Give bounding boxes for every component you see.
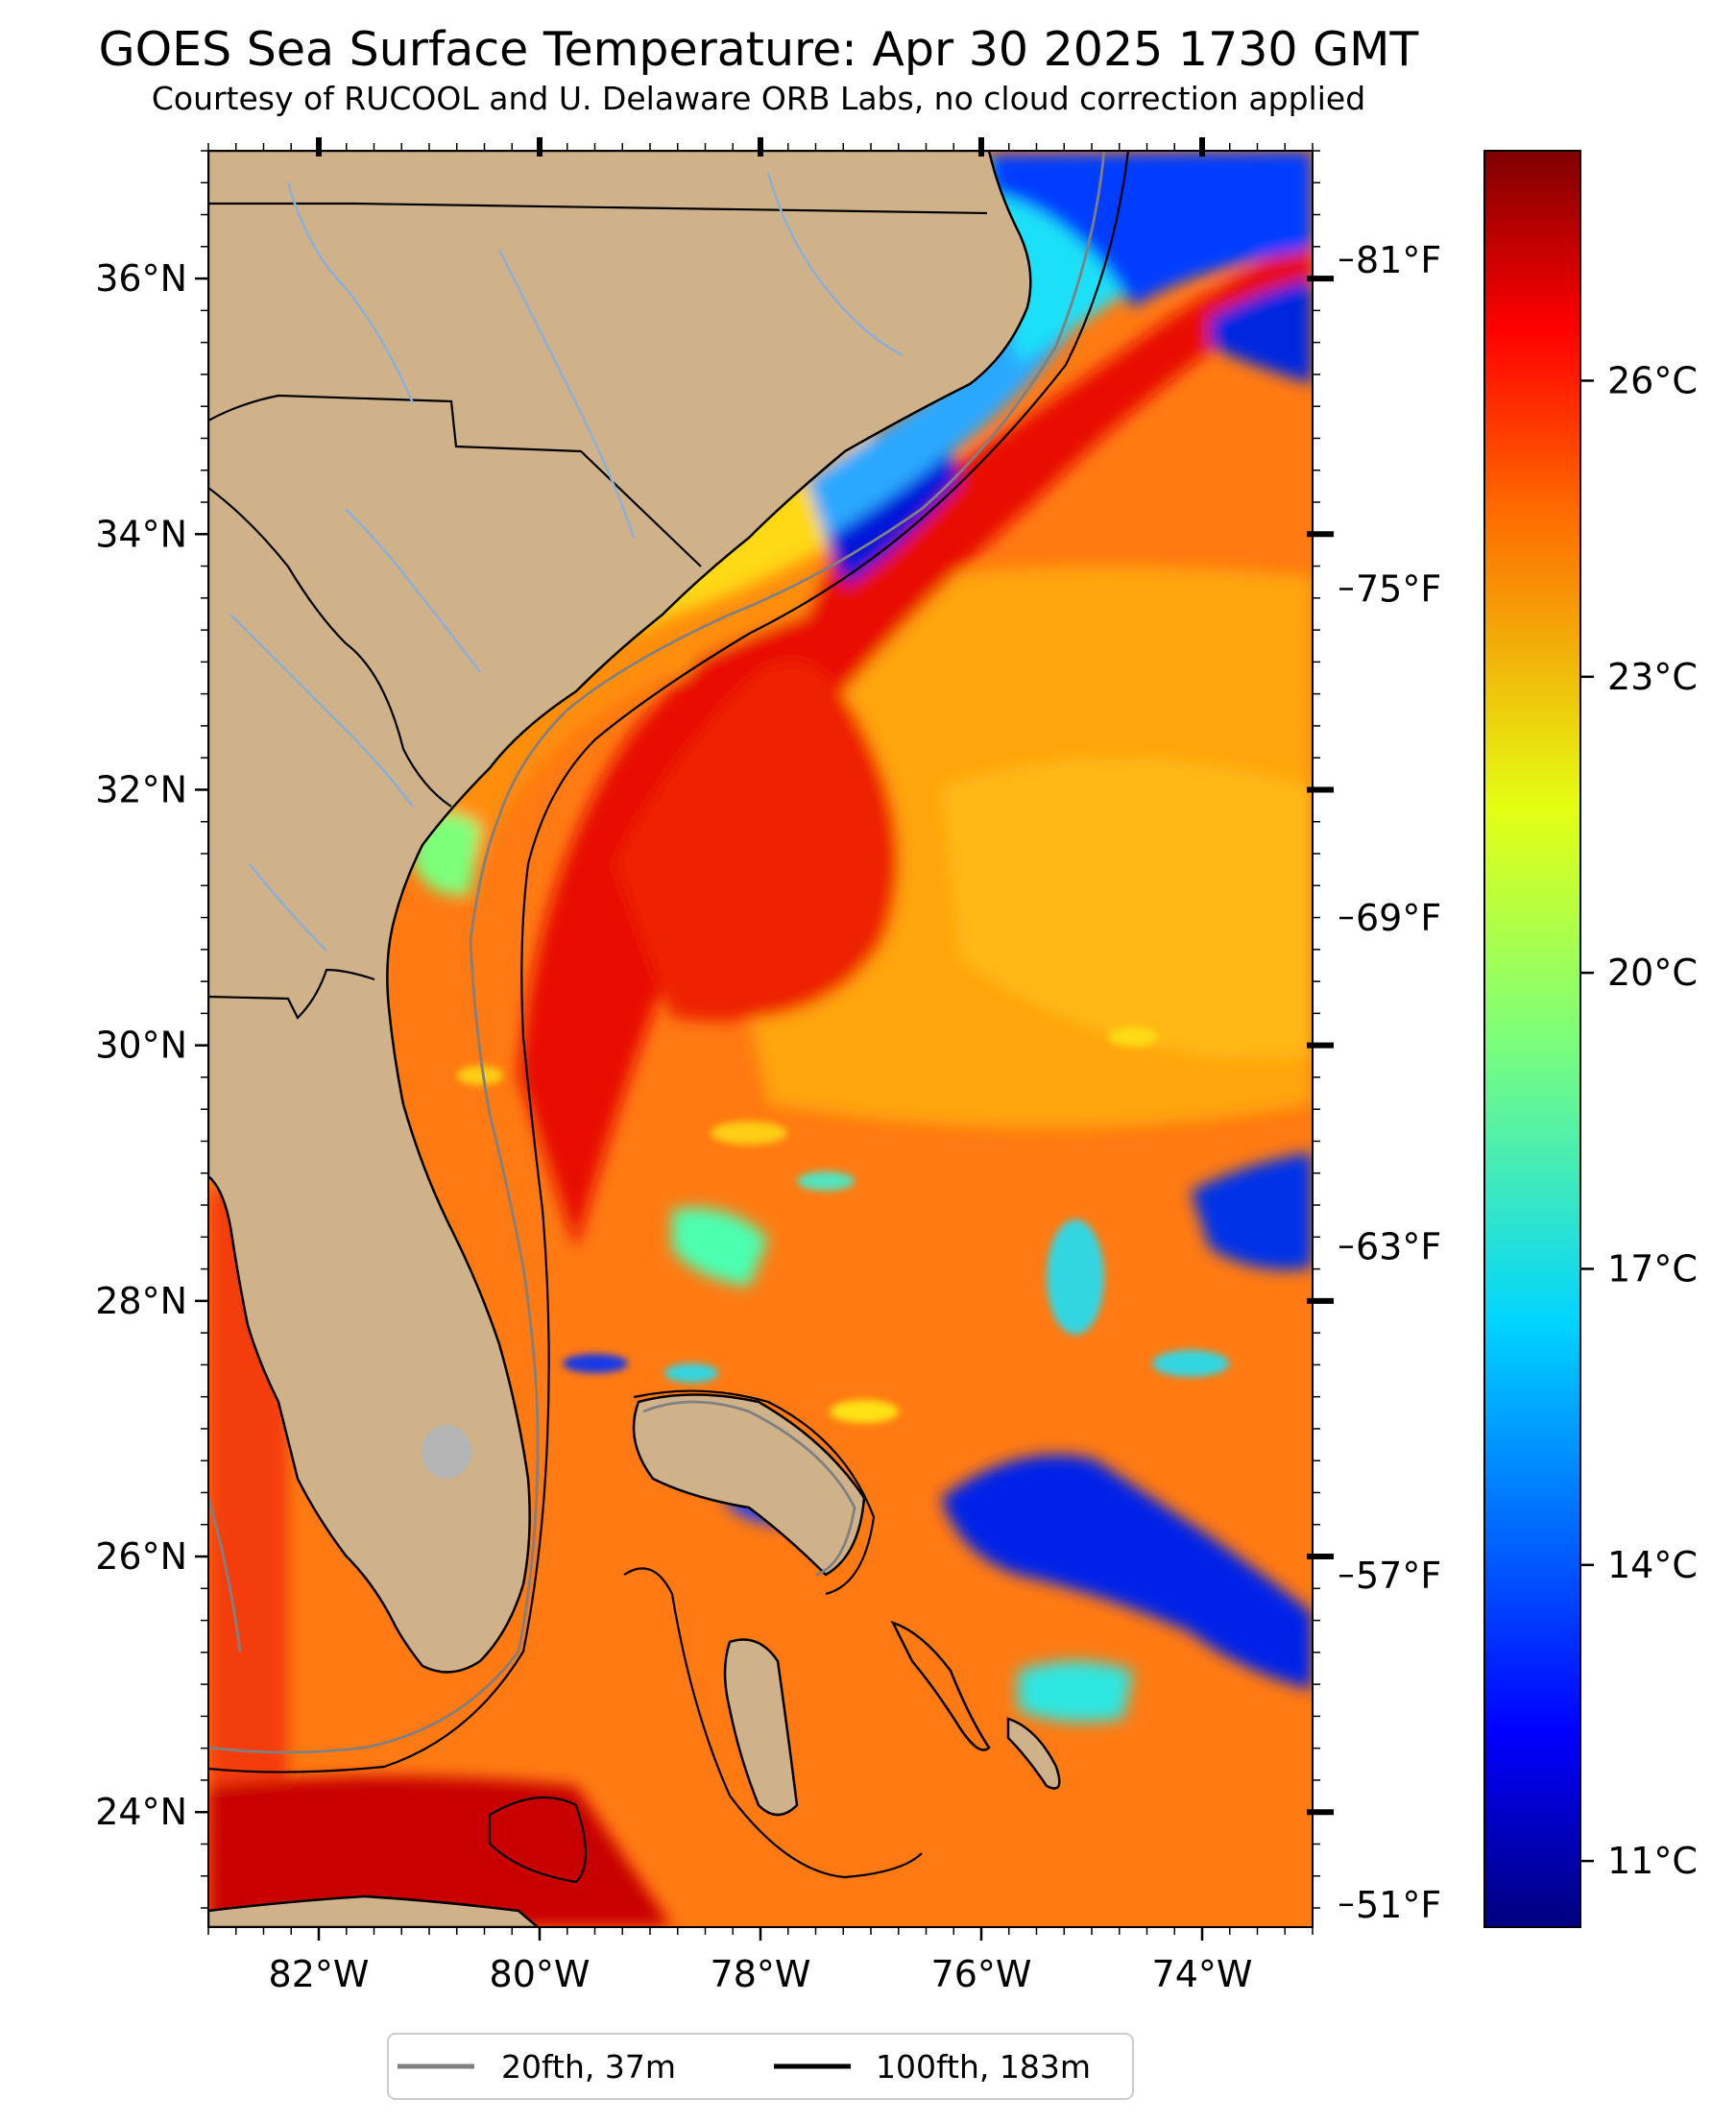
fahrenheit-tick-label: 51°F bbox=[1356, 1884, 1441, 1926]
fahrenheit-tick-label: 75°F bbox=[1356, 567, 1441, 610]
lat-tick-label: 36°N bbox=[95, 257, 187, 300]
isobath-100fth bbox=[208, 151, 1130, 1884]
andros-island bbox=[723, 1638, 799, 1817]
grand-bahama-island bbox=[632, 1393, 866, 1577]
lat-tick-label: 28°N bbox=[95, 1280, 187, 1322]
cuba-coast bbox=[208, 1894, 540, 1927]
legend-box bbox=[387, 2033, 1134, 2100]
colorbar-tick-label: 23°C bbox=[1607, 656, 1698, 698]
map-subtitle: Courtesy of RUCOOL and U. Delaware ORB L… bbox=[152, 80, 1365, 117]
lon-tick-label: 82°W bbox=[269, 1953, 370, 1995]
lat-tick-label: 24°N bbox=[95, 1791, 187, 1833]
lake-okeechobee bbox=[422, 1425, 471, 1479]
colorbar-tick-label: 20°C bbox=[1607, 952, 1698, 994]
isobath-20fth bbox=[208, 151, 1106, 1754]
eleuthera-island bbox=[890, 1620, 991, 1751]
map-title: GOES Sea Surface Temperature: Apr 30 202… bbox=[99, 22, 1420, 77]
legend-label-20fth: 20fth, 37m bbox=[501, 2048, 676, 2086]
longitude-axis: 82°W 80°W 78°W 76°W 74°W bbox=[207, 137, 1314, 1995]
fahrenheit-tick-label: 57°F bbox=[1356, 1555, 1441, 1597]
fahrenheit-axis: 81°F 75°F 69°F 63°F 57°F 51°F bbox=[1339, 239, 1441, 1926]
colorbar-axis: 11°C 14°C 17°C 20°C 23°C 26°C bbox=[1580, 359, 1698, 1882]
colorbar-tick-label: 14°C bbox=[1607, 1544, 1698, 1586]
lat-tick-label: 34°N bbox=[95, 513, 187, 555]
land bbox=[208, 151, 1061, 1927]
colorbar-tick-label: 26°C bbox=[1607, 359, 1698, 401]
lat-tick-label: 32°N bbox=[95, 768, 187, 810]
fahrenheit-tick-label: 81°F bbox=[1356, 239, 1441, 281]
latitude-axis: 24°N 26°N 28°N 30°N 32°N 34°N 36°N bbox=[95, 150, 1334, 1909]
colorbar-tick-label: 11°C bbox=[1607, 1840, 1698, 1882]
fahrenheit-tick-label: 69°F bbox=[1356, 897, 1441, 939]
lon-tick-label: 80°W bbox=[490, 1953, 591, 1995]
legend: 20fth, 37m 100fth, 183m bbox=[387, 2033, 1134, 2100]
lon-tick-label: 78°W bbox=[711, 1953, 811, 1995]
colorbar-tick-label: 17°C bbox=[1607, 1247, 1698, 1290]
colorbar: 11°C 14°C 17°C 20°C 23°C 26°C bbox=[1483, 150, 1698, 1928]
state-borders bbox=[208, 202, 988, 1020]
long-island bbox=[1006, 1717, 1061, 1790]
sst-map bbox=[208, 151, 1313, 1927]
rivers bbox=[229, 172, 904, 952]
legend-label-100fth: 100fth, 183m bbox=[876, 2048, 1091, 2086]
lon-tick-label: 74°W bbox=[1152, 1953, 1253, 1995]
lon-tick-label: 76°W bbox=[931, 1953, 1032, 1995]
lat-tick-label: 30°N bbox=[95, 1025, 187, 1067]
lat-tick-label: 26°N bbox=[95, 1535, 187, 1578]
fahrenheit-tick-label: 63°F bbox=[1356, 1226, 1441, 1268]
us-mainland bbox=[208, 151, 1032, 1674]
colorbar-gradient bbox=[1483, 150, 1581, 1928]
